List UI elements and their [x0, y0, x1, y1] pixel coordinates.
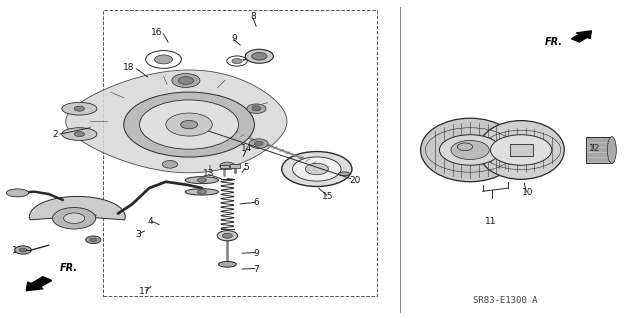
Circle shape — [245, 49, 273, 63]
Text: FR.: FR. — [60, 263, 78, 273]
Circle shape — [292, 157, 341, 181]
Circle shape — [305, 163, 328, 175]
Ellipse shape — [607, 137, 616, 163]
Ellipse shape — [185, 189, 218, 195]
Text: 19: 19 — [12, 246, 24, 255]
Ellipse shape — [218, 262, 236, 267]
Circle shape — [74, 131, 84, 137]
Text: FR.: FR. — [545, 37, 563, 47]
Text: 7: 7 — [253, 264, 259, 274]
Circle shape — [124, 92, 255, 157]
Polygon shape — [66, 70, 287, 173]
Text: 17: 17 — [139, 287, 150, 296]
Text: 16: 16 — [152, 28, 163, 37]
Text: 11: 11 — [485, 217, 497, 226]
Circle shape — [197, 190, 206, 194]
Circle shape — [220, 162, 235, 170]
Text: 9: 9 — [253, 249, 259, 258]
Ellipse shape — [6, 189, 29, 197]
Ellipse shape — [420, 118, 520, 182]
Circle shape — [63, 213, 84, 224]
Polygon shape — [29, 197, 125, 220]
Circle shape — [440, 135, 500, 165]
Bar — [509, 144, 532, 156]
Circle shape — [254, 141, 263, 146]
Bar — [103, 10, 378, 296]
Text: 15: 15 — [322, 191, 333, 201]
Ellipse shape — [185, 177, 218, 184]
Circle shape — [166, 113, 212, 136]
Circle shape — [74, 106, 84, 111]
Text: 13: 13 — [202, 169, 214, 178]
Text: 5: 5 — [244, 163, 250, 172]
Circle shape — [232, 58, 242, 63]
Text: 14: 14 — [241, 144, 252, 153]
Circle shape — [451, 140, 489, 160]
Circle shape — [178, 77, 193, 84]
Circle shape — [249, 139, 268, 148]
Text: 3: 3 — [135, 230, 141, 239]
Text: 8: 8 — [250, 12, 256, 21]
Text: 6: 6 — [253, 198, 259, 207]
Ellipse shape — [512, 140, 528, 160]
Circle shape — [252, 52, 267, 60]
Circle shape — [217, 231, 237, 241]
Circle shape — [490, 135, 552, 165]
Circle shape — [252, 107, 261, 111]
Circle shape — [172, 73, 200, 87]
Bar — [220, 165, 228, 168]
Circle shape — [15, 246, 31, 254]
Circle shape — [163, 160, 177, 168]
Circle shape — [197, 178, 206, 182]
Text: 18: 18 — [123, 63, 134, 72]
Ellipse shape — [339, 172, 350, 176]
FancyArrow shape — [26, 277, 52, 291]
Text: 2: 2 — [52, 130, 58, 138]
Ellipse shape — [62, 102, 97, 115]
Bar — [230, 164, 240, 168]
Ellipse shape — [478, 121, 564, 179]
Text: 20: 20 — [349, 176, 361, 185]
Circle shape — [222, 233, 232, 238]
Circle shape — [247, 104, 266, 114]
Text: 4: 4 — [148, 217, 154, 226]
Circle shape — [90, 238, 97, 241]
Bar — [586, 137, 612, 163]
Circle shape — [155, 55, 173, 64]
FancyArrow shape — [572, 31, 591, 42]
Text: SR83-E1300 A: SR83-E1300 A — [473, 296, 538, 305]
Text: 10: 10 — [522, 188, 533, 197]
Circle shape — [86, 236, 101, 244]
Circle shape — [19, 248, 27, 252]
Ellipse shape — [62, 128, 97, 140]
Text: 9: 9 — [231, 34, 237, 43]
Circle shape — [180, 120, 198, 129]
Text: 12: 12 — [589, 144, 600, 153]
Circle shape — [140, 100, 239, 149]
Circle shape — [282, 152, 352, 187]
Circle shape — [52, 208, 96, 229]
